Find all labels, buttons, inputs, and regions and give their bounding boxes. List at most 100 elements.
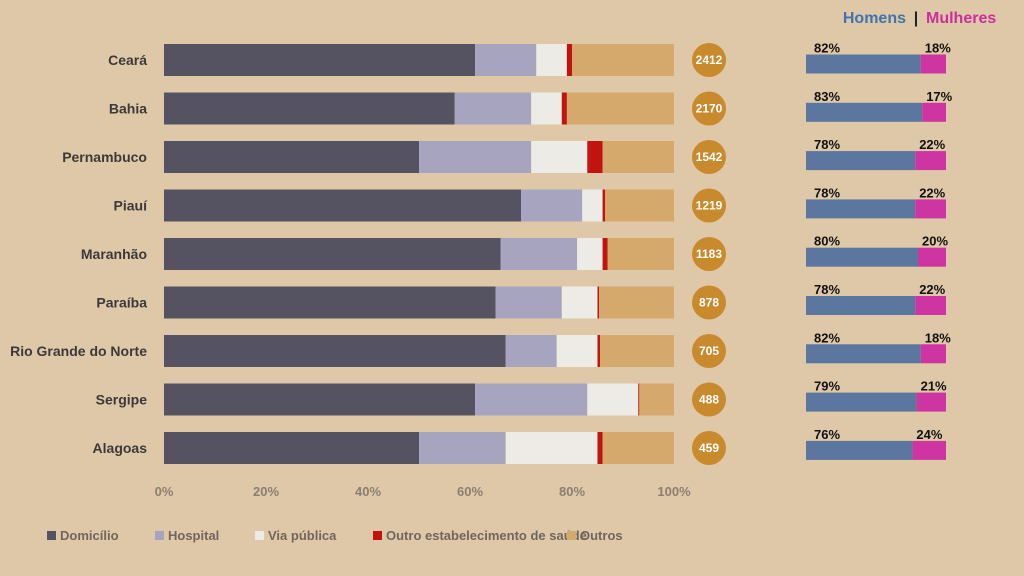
bar-segment-via-p-blica xyxy=(587,383,639,416)
total-value: 1183 xyxy=(696,247,722,261)
bar-segment-outro-estabelecimento-de-sa-de xyxy=(587,141,603,173)
bar-segment-homens xyxy=(806,296,916,315)
bar-segment-mulheres xyxy=(920,54,946,74)
total-value: 1219 xyxy=(696,199,723,213)
bar-segment-hospital xyxy=(521,189,583,222)
total-value: 2170 xyxy=(696,102,723,116)
bar-segment-outros xyxy=(639,383,674,416)
total-value: 1542 xyxy=(696,150,723,164)
bar-segment-mulheres xyxy=(916,392,946,412)
bar-segment-outros xyxy=(600,335,674,367)
men-pct-label: 78% xyxy=(814,185,840,200)
x-tick-label: 0% xyxy=(155,484,174,499)
bar-segment-outro-estabelecimento-de-sa-de xyxy=(602,189,606,222)
total-badge xyxy=(692,334,726,368)
bar-segment-hospital xyxy=(505,335,557,367)
x-tick-label: 100% xyxy=(657,484,691,499)
bar-segment-outro-estabelecimento-de-sa-de xyxy=(597,335,601,367)
bar-segment-via-p-blica xyxy=(556,335,598,367)
bar-segment-outros xyxy=(605,189,674,222)
total-badge xyxy=(692,431,726,465)
women-pct-label: 20% xyxy=(922,234,948,249)
women-pct-label: 17% xyxy=(926,89,952,104)
bar-segment-homens xyxy=(806,151,916,171)
bar-segment-outros xyxy=(572,44,674,76)
legend-title-women: Mulheres xyxy=(926,10,996,27)
legend-swatch xyxy=(47,531,56,540)
women-pct-label: 18% xyxy=(925,330,951,345)
legend-swatch xyxy=(255,531,264,540)
legend-title-separator: | xyxy=(914,10,918,27)
bar-segment-hospital xyxy=(475,383,588,416)
bar-segment-mulheres xyxy=(922,102,946,122)
men-pct-label: 76% xyxy=(814,427,840,442)
men-pct-label: 78% xyxy=(814,282,840,297)
total-value: 705 xyxy=(699,344,719,358)
bar-segment-domic-lio xyxy=(164,141,419,173)
state-label: Paraíba xyxy=(96,295,147,311)
women-pct-label: 21% xyxy=(921,379,947,394)
men-pct-label: 78% xyxy=(814,137,840,152)
total-badge xyxy=(692,237,726,271)
bar-segment-hospital xyxy=(500,238,578,270)
bar-segment-domic-lio xyxy=(164,238,501,270)
legend-label: Outros xyxy=(580,528,623,543)
legend-label: Outro estabelecimento de saúde xyxy=(386,528,587,543)
bar-segment-domic-lio xyxy=(164,432,419,464)
women-pct-label: 24% xyxy=(916,427,942,442)
women-pct-label: 18% xyxy=(925,41,951,56)
state-label: Rio Grande do Norte xyxy=(10,343,147,359)
bar-segment-homens xyxy=(806,247,918,267)
bar-segment-hospital xyxy=(419,432,506,464)
bar-segment-via-p-blica xyxy=(577,238,603,270)
bar-segment-outros xyxy=(607,238,674,270)
x-tick-label: 40% xyxy=(355,484,381,499)
men-pct-label: 79% xyxy=(814,379,840,394)
total-badge xyxy=(692,382,726,417)
bar-segment-domic-lio xyxy=(164,92,455,125)
bar-segment-mulheres xyxy=(915,296,946,315)
bar-segment-mulheres xyxy=(918,247,946,267)
bar-segment-domic-lio xyxy=(164,286,496,319)
bar-segment-outro-estabelecimento-de-sa-de xyxy=(566,44,572,76)
legend-swatch xyxy=(155,531,164,540)
bar-segment-mulheres xyxy=(912,440,946,460)
men-pct-label: 80% xyxy=(814,234,840,249)
bar-segment-outro-estabelecimento-de-sa-de xyxy=(638,383,640,416)
bar-segment-via-p-blica xyxy=(582,189,603,222)
men-pct-label: 83% xyxy=(814,89,840,104)
bar-segment-hospital xyxy=(475,44,537,76)
men-pct-label: 82% xyxy=(814,41,840,56)
legend-swatch xyxy=(567,531,576,540)
total-badge xyxy=(692,91,726,126)
state-label: Maranhão xyxy=(81,246,147,262)
bar-segment-hospital xyxy=(419,141,532,173)
bar-segment-mulheres xyxy=(915,151,946,171)
women-pct-label: 22% xyxy=(919,185,945,200)
bar-segment-via-p-blica xyxy=(531,141,588,173)
state-label: Sergipe xyxy=(96,392,148,408)
state-label: Pernambuco xyxy=(62,149,147,165)
total-badge xyxy=(692,285,726,320)
bar-segment-mulheres xyxy=(915,199,946,219)
legend-title-men: Homens xyxy=(843,10,906,27)
bar-segment-outro-estabelecimento-de-sa-de xyxy=(597,432,603,464)
bar-segment-homens xyxy=(806,54,921,74)
legend-label: Via pública xyxy=(268,528,337,543)
bar-segment-mulheres xyxy=(920,344,946,364)
bar-segment-homens xyxy=(806,440,913,460)
x-tick-label: 60% xyxy=(457,484,483,499)
total-badge xyxy=(692,43,726,77)
bar-segment-domic-lio xyxy=(164,335,506,367)
men-pct-label: 82% xyxy=(814,330,840,345)
bar-segment-via-p-blica xyxy=(536,44,567,76)
bar-segment-homens xyxy=(806,102,923,122)
total-badge xyxy=(692,188,726,223)
bar-segment-domic-lio xyxy=(164,189,521,222)
bar-segment-domic-lio xyxy=(164,44,476,76)
state-label: Alagoas xyxy=(93,440,148,456)
bar-segment-via-p-blica xyxy=(531,92,562,125)
total-value: 459 xyxy=(699,441,719,455)
legend-label: Hospital xyxy=(168,528,219,543)
